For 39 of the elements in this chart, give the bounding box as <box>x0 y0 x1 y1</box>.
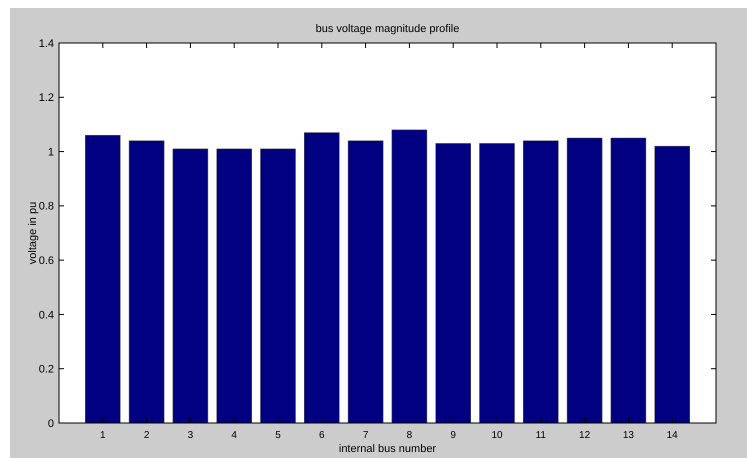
y-tick-label: 1 <box>48 146 54 158</box>
x-tick-label: 14 <box>666 430 678 441</box>
x-tick-label: 1 <box>100 430 106 441</box>
x-axis-title: internal bus number <box>338 443 436 455</box>
bar <box>172 148 208 424</box>
x-tick-label: 7 <box>362 430 369 441</box>
bar <box>566 138 602 424</box>
x-tick-label: 11 <box>536 430 546 441</box>
bar <box>348 140 384 424</box>
bar <box>435 143 471 424</box>
bar <box>523 140 559 424</box>
x-tick-label: 2 <box>144 430 150 441</box>
bar <box>610 138 646 424</box>
bar <box>304 132 340 424</box>
y-tick-label: 0.4 <box>38 309 54 322</box>
x-tick-label: 6 <box>319 430 326 441</box>
x-tick-label: 12 <box>579 430 591 441</box>
y-tick-label: 0.8 <box>38 200 54 213</box>
y-tick-label: 0.6 <box>38 254 54 267</box>
x-tick-label: 4 <box>231 430 238 441</box>
y-tick-label: 0.2 <box>38 364 54 376</box>
x-tick-label: 5 <box>275 430 282 441</box>
y-tick-label: 0 <box>48 418 54 430</box>
bar <box>128 140 164 424</box>
bar <box>479 143 515 424</box>
bar <box>216 148 252 424</box>
bar <box>654 146 690 424</box>
y-axis-title: voltage in pu <box>27 202 39 264</box>
x-tick-label: 10 <box>491 430 503 441</box>
x-tick-label: 9 <box>450 430 456 441</box>
x-tick-label: 3 <box>188 430 194 441</box>
bar <box>260 148 296 424</box>
chart-title: bus voltage magnitude profile <box>316 23 460 35</box>
y-tick-label: 1.4 <box>38 38 54 50</box>
bar <box>85 135 121 424</box>
x-tick-label: 13 <box>622 430 634 441</box>
bar <box>392 130 428 424</box>
y-tick-label: 1.2 <box>38 92 54 104</box>
x-tick-label: 8 <box>406 430 413 441</box>
